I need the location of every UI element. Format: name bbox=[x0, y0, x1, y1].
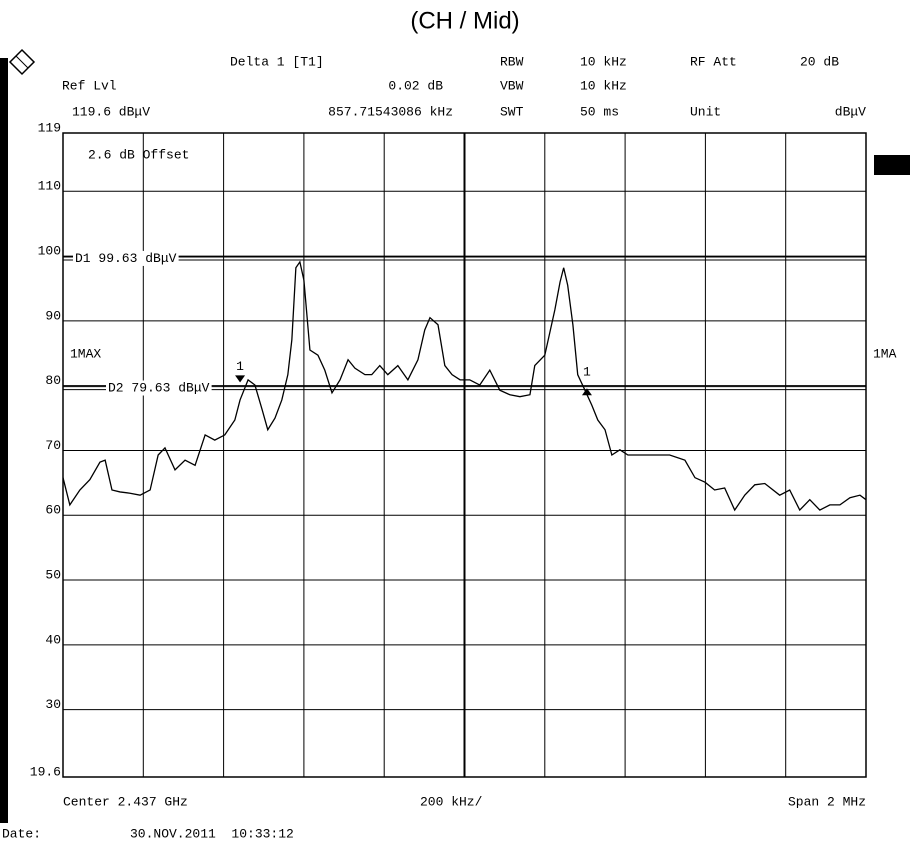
logo bbox=[8, 48, 36, 76]
y-tick-label: 40 bbox=[45, 632, 61, 647]
offset-note: 2.6 dB Offset bbox=[88, 147, 189, 162]
trace-label: 1MAX bbox=[70, 346, 101, 361]
header-text: 20 dB bbox=[800, 54, 839, 69]
marker-label: 1 bbox=[236, 359, 244, 374]
header-text: RF Att bbox=[690, 54, 737, 69]
y-tick-label: 119 bbox=[38, 120, 61, 135]
plot-frame bbox=[62, 132, 867, 778]
header-text: 0.02 dB bbox=[388, 78, 443, 93]
header-text: 50 ms bbox=[580, 104, 619, 119]
header-text: 857.71543086 kHz bbox=[328, 104, 453, 119]
trace-label: 1MA bbox=[873, 346, 897, 361]
header-text: Ref Lvl bbox=[62, 78, 117, 93]
date-label: Date: bbox=[2, 826, 41, 841]
y-tick-label: 90 bbox=[45, 308, 61, 323]
label-background bbox=[73, 250, 179, 266]
header-text: SWT bbox=[500, 104, 524, 119]
y-tick-label: 19.6 bbox=[30, 764, 61, 779]
trace bbox=[62, 260, 867, 512]
y-tick-label: 70 bbox=[45, 438, 61, 453]
display-line-label: D1 99.63 dBμV bbox=[75, 251, 177, 266]
header-text: dBμV bbox=[835, 104, 866, 119]
x-axis-text: 200 kHz/ bbox=[420, 794, 483, 809]
y-tick-label: 50 bbox=[45, 567, 61, 582]
x-axis-text: Span 2 MHz bbox=[788, 794, 866, 809]
marker bbox=[235, 375, 246, 383]
left-bar bbox=[0, 58, 8, 823]
y-tick-label: 100 bbox=[38, 244, 61, 259]
display-line-label: D2 79.63 dBμV bbox=[108, 381, 210, 396]
date: 30.NOV.2011 10:33:12 bbox=[130, 826, 294, 841]
y-tick-label: 60 bbox=[45, 503, 61, 518]
right-block bbox=[874, 155, 910, 175]
y-tick-label: 30 bbox=[45, 697, 61, 712]
label-background bbox=[106, 380, 212, 396]
header-text: 119.6 dBμV bbox=[72, 104, 150, 119]
chart-title: (CH / Mid) bbox=[410, 7, 519, 34]
x-axis-text: Center 2.437 GHz bbox=[63, 794, 188, 809]
y-tick-label: 80 bbox=[45, 373, 61, 388]
header-text: Delta 1 [T1] bbox=[230, 54, 324, 69]
header-text: 10 kHz bbox=[580, 78, 627, 93]
header-text: RBW bbox=[500, 54, 524, 69]
marker bbox=[581, 388, 592, 396]
marker-label: 1 bbox=[583, 365, 591, 380]
header-text: 10 kHz bbox=[580, 54, 627, 69]
y-tick-label: 110 bbox=[38, 179, 61, 194]
header-text: Unit bbox=[690, 104, 721, 119]
header-text: VBW bbox=[500, 78, 524, 93]
